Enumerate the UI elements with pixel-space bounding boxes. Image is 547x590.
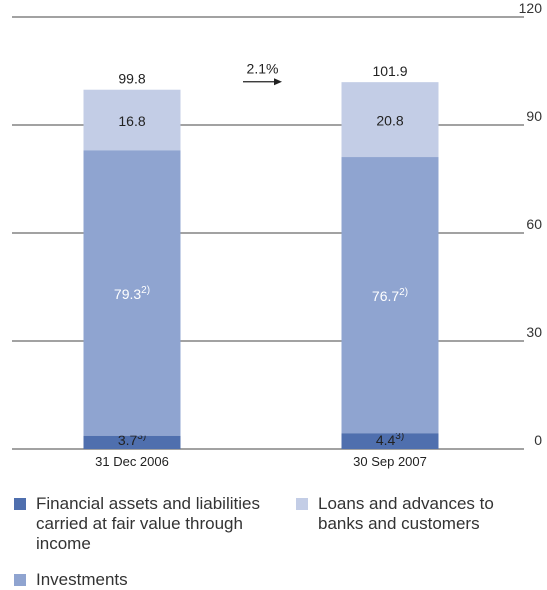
legend-item-loans: Loans and advances to banks and customer… [296,494,494,534]
total-label: 99.8 [118,71,145,87]
legend-item-investments: Investments [14,570,128,590]
bar-segment [341,157,439,434]
y-tick-label: 0 [534,432,542,448]
y-tick-label: 30 [526,324,542,340]
y-tick-label: 120 [519,0,543,16]
legend-label-line: banks and customers [318,514,480,533]
bar-segment [341,82,439,158]
bar-segment [83,89,181,151]
bar-segment [83,435,181,449]
bar-segment [83,150,181,436]
legend-label-line: Financial assets and liabilities [36,494,260,513]
legend-swatch-loans [296,498,308,510]
x-tick-label: 31 Dec 2006 [95,454,169,469]
bar-segment [341,433,439,449]
legend-label-line: Investments [36,570,128,589]
total-label: 101.9 [372,63,407,79]
x-tick-label: 30 Sep 2007 [353,454,427,469]
legend-swatch-fair-value [14,498,26,510]
data-label: 76.72) [372,287,408,304]
data-label: 16.8 [118,113,145,129]
change-label: 2.1% [247,61,279,77]
data-label: 20.8 [376,113,403,129]
y-tick-label: 90 [526,108,542,124]
change-arrow-head [274,78,282,86]
legend-item-fair-value: Financial assets and liabilities carried… [14,494,260,554]
legend-label-line: carried at fair value through [36,514,243,533]
legend-label-line: income [36,534,91,553]
legend-swatch-investments [14,574,26,586]
y-tick-label: 60 [526,216,542,232]
data-label: 79.32) [114,285,150,302]
legend-label-line: Loans and advances to [318,494,494,513]
